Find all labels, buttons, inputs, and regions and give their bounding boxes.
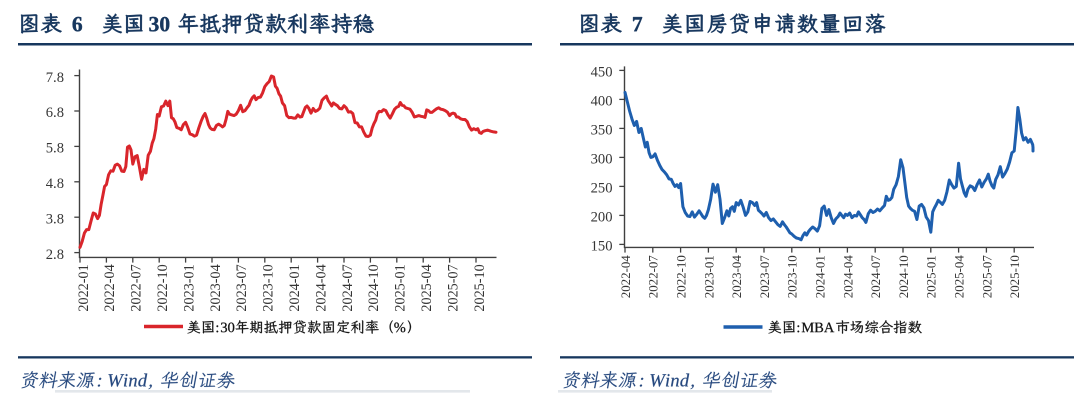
svg-text:350: 350 bbox=[591, 123, 613, 139]
svg-text:2025-04: 2025-04 bbox=[419, 264, 435, 311]
svg-text:150: 150 bbox=[591, 239, 613, 255]
svg-text:2022-07: 2022-07 bbox=[647, 255, 661, 299]
svg-text:2025-04: 2025-04 bbox=[953, 255, 967, 299]
svg-text:2023-04: 2023-04 bbox=[208, 264, 224, 311]
svg-text:2022-10: 2022-10 bbox=[675, 255, 689, 298]
svg-text:3.8: 3.8 bbox=[46, 211, 64, 227]
svg-text:300: 300 bbox=[591, 152, 613, 168]
svg-text:2022-07: 2022-07 bbox=[129, 264, 145, 311]
svg-text:250: 250 bbox=[591, 181, 613, 197]
svg-text:2023-07: 2023-07 bbox=[234, 264, 250, 311]
svg-text:2024-07: 2024-07 bbox=[340, 264, 356, 311]
svg-text:2024-01: 2024-01 bbox=[814, 255, 828, 298]
svg-text:7.8: 7.8 bbox=[46, 70, 64, 86]
svg-text:2025-07: 2025-07 bbox=[445, 264, 461, 311]
svg-text:2022-10: 2022-10 bbox=[155, 264, 171, 311]
svg-text:400: 400 bbox=[591, 94, 613, 110]
svg-text:2022-04: 2022-04 bbox=[619, 255, 633, 299]
svg-text:2024-07: 2024-07 bbox=[869, 255, 883, 299]
svg-text:2023-04: 2023-04 bbox=[730, 255, 744, 299]
svg-text:2023-10: 2023-10 bbox=[261, 264, 277, 311]
svg-text:2024-04: 2024-04 bbox=[841, 255, 855, 299]
svg-text:2023-01: 2023-01 bbox=[181, 264, 197, 311]
svg-text:2024-10: 2024-10 bbox=[366, 264, 382, 311]
svg-text:4.8: 4.8 bbox=[46, 176, 64, 192]
svg-text:6.8: 6.8 bbox=[46, 105, 64, 121]
svg-text:2022-01: 2022-01 bbox=[76, 264, 92, 311]
svg-text:2025-01: 2025-01 bbox=[925, 255, 939, 298]
svg-text:2.8: 2.8 bbox=[46, 247, 64, 263]
svg-text:2024-10: 2024-10 bbox=[897, 255, 911, 298]
svg-text:2025-10: 2025-10 bbox=[1008, 255, 1022, 298]
svg-text:2025-07: 2025-07 bbox=[980, 255, 994, 299]
svg-text:450: 450 bbox=[591, 65, 613, 81]
svg-text:2024-01: 2024-01 bbox=[287, 264, 303, 311]
svg-text:5.8: 5.8 bbox=[46, 141, 64, 157]
svg-text:2025-10: 2025-10 bbox=[472, 264, 488, 311]
svg-text:2023-10: 2023-10 bbox=[786, 255, 800, 298]
svg-text:2024-04: 2024-04 bbox=[313, 264, 329, 311]
svg-text:2022-04: 2022-04 bbox=[102, 264, 118, 311]
svg-text:2023-07: 2023-07 bbox=[758, 255, 772, 299]
svg-text:200: 200 bbox=[591, 210, 613, 226]
svg-text:2023-01: 2023-01 bbox=[702, 255, 716, 298]
svg-text:2025-01: 2025-01 bbox=[393, 264, 409, 311]
